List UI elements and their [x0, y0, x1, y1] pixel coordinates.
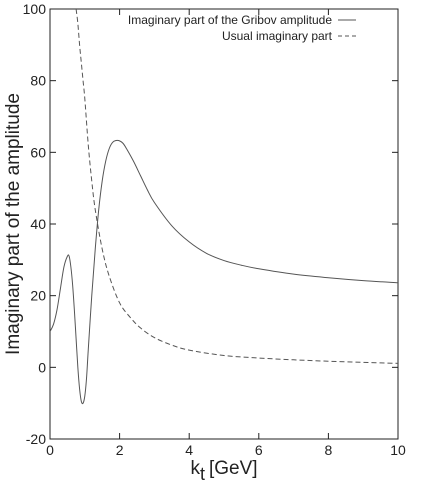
plot-frame [49, 8, 399, 440]
y-tick-label-3: 40 [30, 216, 46, 232]
series-layer [50, 9, 398, 405]
y-tick-label-1: 0 [38, 359, 46, 375]
x-axis-title-main: k [190, 458, 200, 479]
series-line-0 [50, 139, 398, 405]
x-tick-label-4: 8 [325, 442, 333, 458]
legend: Imaginary part of the Gribov amplitude U… [128, 13, 356, 43]
x-axis-title-unit: [GeV] [209, 458, 258, 479]
y-axis-title: Imaginary part of the amplitude [3, 93, 24, 355]
series-line-1 [75, 9, 398, 364]
y-tick-label-2: 20 [30, 288, 46, 304]
y-tick-label-6: 100 [23, 1, 47, 17]
x-tick-label-1: 2 [116, 442, 124, 458]
axis-ticks [49, 8, 399, 440]
y-tick-label-4: 60 [30, 144, 46, 160]
x-axis-title-subscript: t [200, 464, 205, 484]
x-tick-label-3: 6 [255, 442, 263, 458]
y-tick-label-0: -20 [26, 431, 46, 447]
x-tick-label-5: 10 [390, 442, 406, 458]
legend-entry-usual-label: Usual imaginary part [222, 29, 333, 43]
x-axis-title: kt [GeV] [190, 458, 257, 484]
y-tick-label-5: 80 [30, 73, 46, 89]
x-tick-label-0: 0 [46, 442, 54, 458]
legend-entry-gribov-label: Imaginary part of the Gribov amplitude [128, 13, 332, 27]
x-tick-label-2: 4 [185, 442, 193, 458]
